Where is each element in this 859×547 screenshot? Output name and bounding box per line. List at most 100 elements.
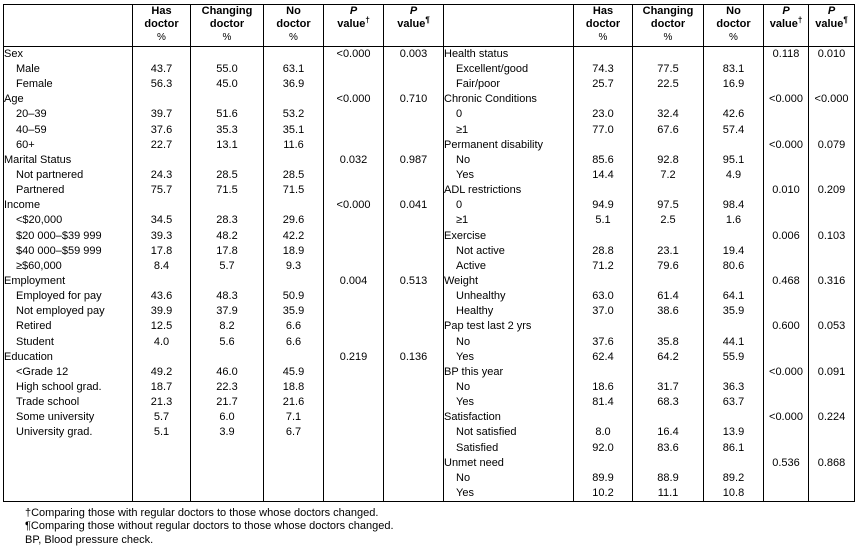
right-p2-cell xyxy=(808,77,855,93)
right-p2-cell: 0.079 xyxy=(808,137,855,153)
left-row-label: Age xyxy=(3,92,133,108)
percent-sign: % xyxy=(157,32,166,43)
value-label: value† xyxy=(337,15,370,30)
right-row-label: No xyxy=(443,152,574,168)
right-p2-cell xyxy=(808,198,855,214)
right-p1-cell: 0.536 xyxy=(763,455,809,471)
right-has-cell xyxy=(573,46,633,62)
left-changing-cell: 46.0 xyxy=(190,364,264,380)
left-p2-cell xyxy=(383,304,444,320)
right-p2-cell xyxy=(808,395,855,411)
right-no-doctor-column-header: No doctor% xyxy=(703,4,764,47)
left-row-label: Education xyxy=(3,349,133,365)
right-p1-cell xyxy=(763,167,809,184)
left-p2-cell xyxy=(383,107,444,123)
left-changing-cell: 45.0 xyxy=(190,77,264,93)
left-p2-cell xyxy=(383,379,444,396)
left-p1-cell xyxy=(323,379,384,396)
table-row: No 89.9 88.9 89.2 xyxy=(3,470,855,486)
p-symbol: P xyxy=(409,5,418,17)
right-p1-cell xyxy=(763,62,809,78)
right-no-cell xyxy=(703,319,764,335)
right-has-cell xyxy=(573,319,633,335)
left-changing-cell: 51.6 xyxy=(190,107,264,123)
table-row: Unmet need 0.536 0.868 xyxy=(3,455,855,471)
right-row-label: Yes xyxy=(443,485,574,502)
left-changing-cell xyxy=(190,485,264,502)
table-row: Not partnered 24.3 28.5 28.5 Yes 14.4 7.2 4.9 xyxy=(3,167,855,184)
right-changing-cell: 23.1 xyxy=(632,243,704,259)
left-p1-cell: <0.000 xyxy=(323,92,384,108)
right-row-label: No xyxy=(443,379,574,396)
right-row-label: No xyxy=(443,470,574,486)
right-row-label: Yes xyxy=(443,167,574,184)
left-no-cell: 35.1 xyxy=(263,122,324,138)
left-no-cell: 9.3 xyxy=(263,258,324,274)
footnote-bp-abbreviation: BP, Blood pressure check. xyxy=(25,533,154,546)
table-row: ≥$60,000 8.4 5.7 9.3 Active 71.2 79.6 80.6 xyxy=(3,258,855,274)
right-has-cell xyxy=(573,228,633,244)
left-no-cell: 6.6 xyxy=(263,319,324,335)
right-p2-cell xyxy=(808,349,855,365)
table-row: Employed for pay 43.6 48.3 50.9 Unhealthy 63.… xyxy=(3,289,855,305)
left-changing-cell: 35.3 xyxy=(190,122,264,138)
right-p2-cell xyxy=(808,213,855,229)
right-no-cell: 36.3 xyxy=(703,379,764,396)
left-no-cell: 36.9 xyxy=(263,77,324,93)
right-p2-cell xyxy=(808,167,855,184)
right-has-cell xyxy=(573,183,633,199)
left-row-label: Employed for pay xyxy=(3,289,133,305)
left-no-cell: 71.5 xyxy=(263,183,324,199)
left-p2-cell xyxy=(383,183,444,199)
header-line: doctor xyxy=(209,18,245,30)
right-p2-cell: 0.868 xyxy=(808,455,855,471)
left-has-cell: 37.6 xyxy=(132,122,191,138)
value-label: value† xyxy=(769,15,803,30)
right-row-label: Fair/poor xyxy=(443,77,574,93)
right-p1-cell xyxy=(763,349,809,365)
right-p1-cell xyxy=(763,258,809,274)
left-row-label: Not employed pay xyxy=(3,304,133,320)
left-no-cell: 63.1 xyxy=(263,62,324,78)
right-p1-cell: <0.000 xyxy=(763,137,809,153)
right-changing-cell: 83.6 xyxy=(632,440,704,456)
left-no-cell xyxy=(263,485,324,502)
right-changing-cell: 16.4 xyxy=(632,425,704,441)
right-changing-cell xyxy=(632,455,704,471)
table-row: Satisfied 92.0 83.6 86.1 xyxy=(3,440,855,456)
table-row: High school grad. 18.7 22.3 18.8 No 18.6 31.7 3… xyxy=(3,379,855,396)
left-changing-cell: 6.0 xyxy=(190,410,264,426)
left-p1-cell xyxy=(323,137,384,153)
right-no-cell xyxy=(703,228,764,244)
right-changing-cell: 79.6 xyxy=(632,258,704,274)
left-row-label: Not partnered xyxy=(3,167,133,184)
left-p2-cell xyxy=(383,213,444,229)
table-row: University grad. 5.1 3.9 6.7 Not satisfied 8.… xyxy=(3,425,855,441)
right-row-label: ≥1 xyxy=(443,122,574,138)
left-changing-cell xyxy=(190,198,264,214)
right-no-cell: 63.7 xyxy=(703,395,764,411)
left-p2-cell xyxy=(383,289,444,305)
right-p1-cell xyxy=(763,198,809,214)
left-p2-cell xyxy=(383,455,444,471)
left-p2-cell: 0.003 xyxy=(383,46,444,62)
right-p1-cell xyxy=(763,485,809,502)
right-row-label: Chronic Conditions xyxy=(443,92,574,108)
right-no-cell xyxy=(703,183,764,199)
left-p2-cell xyxy=(383,319,444,335)
right-row-label: Yes xyxy=(443,395,574,411)
right-p1-cell xyxy=(763,213,809,229)
left-no-cell xyxy=(263,349,324,365)
percent-sign: % xyxy=(729,32,738,43)
right-no-cell: 89.2 xyxy=(703,470,764,486)
right-changing-cell: 31.7 xyxy=(632,379,704,396)
left-p1-cell: 0.219 xyxy=(323,349,384,365)
header-line: doctor xyxy=(144,18,179,30)
left-no-cell: 50.9 xyxy=(263,289,324,305)
left-changing-cell: 5.7 xyxy=(190,258,264,274)
right-no-cell xyxy=(703,46,764,62)
table-row: Female 56.3 45.0 36.9 Fair/poor 25.7 22.5 16.9 xyxy=(3,77,855,93)
right-changing-cell: 22.5 xyxy=(632,77,704,93)
